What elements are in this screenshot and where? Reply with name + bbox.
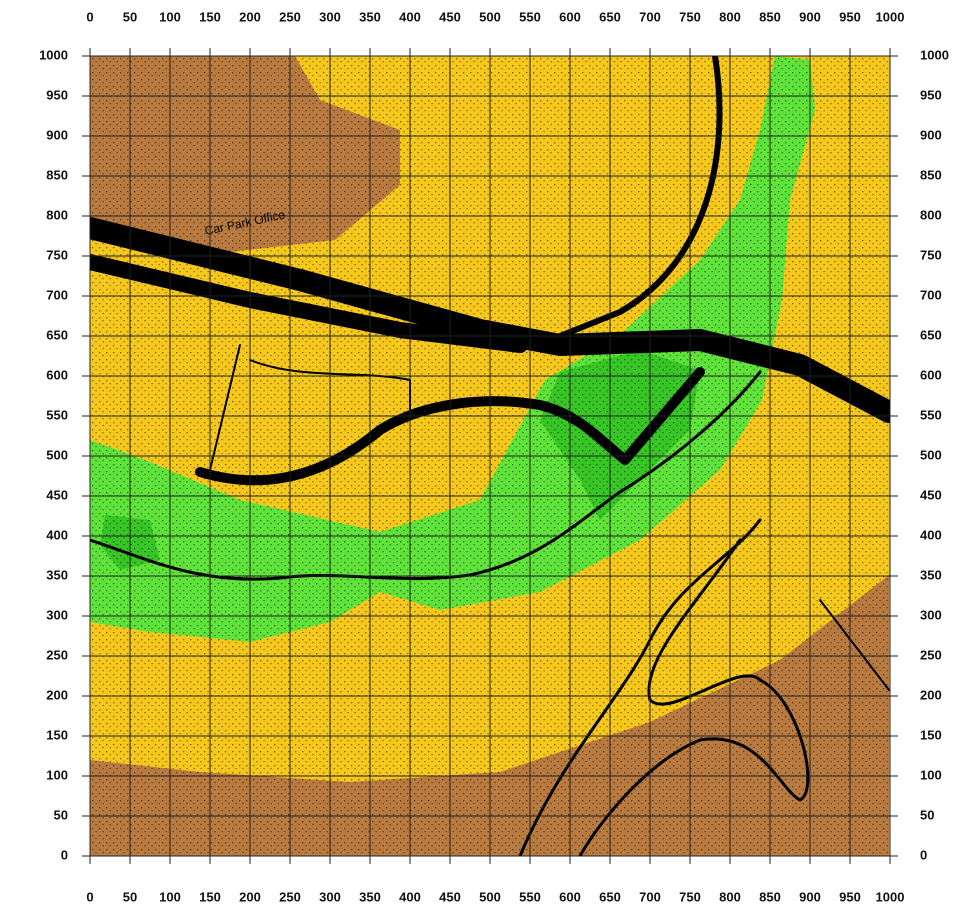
x-tick-label: 300 (319, 9, 341, 24)
x-tick-label: 400 (399, 9, 421, 24)
x-tick-label: 0 (86, 889, 93, 904)
y-tick-label: 900 (46, 127, 68, 142)
x-tick-label: 750 (679, 9, 701, 24)
x-tick-label: 50 (123, 889, 137, 904)
y-tick-label: 400 (46, 527, 68, 542)
y-tick-label: 800 (46, 207, 68, 222)
y-tick-label: 450 (920, 487, 942, 502)
x-tick-label: 600 (559, 889, 581, 904)
x-tick-label: 850 (759, 889, 781, 904)
x-tick-label: 350 (359, 9, 381, 24)
y-tick-label: 150 (46, 727, 68, 742)
y-tick-label: 0 (61, 847, 68, 862)
x-tick-label: 300 (319, 889, 341, 904)
y-tick-label: 700 (46, 287, 68, 302)
x-tick-label: 500 (479, 889, 501, 904)
x-tick-label: 100 (159, 889, 181, 904)
y-tick-label: 550 (920, 407, 942, 422)
y-tick-label: 800 (920, 207, 942, 222)
x-tick-label: 950 (839, 889, 861, 904)
x-tick-label: 850 (759, 9, 781, 24)
y-tick-label: 100 (920, 767, 942, 782)
y-tick-label: 450 (46, 487, 68, 502)
y-tick-label: 650 (46, 327, 68, 342)
x-tick-label: 250 (279, 9, 301, 24)
y-tick-label: 250 (46, 647, 68, 662)
x-tick-label: 1000 (876, 889, 905, 904)
y-tick-label: 750 (920, 247, 942, 262)
x-tick-label: 700 (639, 9, 661, 24)
y-tick-label: 550 (46, 407, 68, 422)
y-tick-label: 0 (920, 847, 927, 862)
y-tick-label: 950 (46, 87, 68, 102)
y-tick-label: 250 (920, 647, 942, 662)
y-tick-label: 650 (920, 327, 942, 342)
y-tick-label: 200 (46, 687, 68, 702)
y-tick-label: 600 (920, 367, 942, 382)
y-tick-label: 400 (920, 527, 942, 542)
x-tick-label: 650 (599, 9, 621, 24)
y-tick-label: 850 (46, 167, 68, 182)
y-tick-label: 700 (920, 287, 942, 302)
y-tick-label: 750 (46, 247, 68, 262)
y-tick-label: 850 (920, 167, 942, 182)
x-tick-label: 800 (719, 889, 741, 904)
y-tick-label: 100 (46, 767, 68, 782)
map: Car Park Office 005050100100150150200200… (0, 0, 965, 913)
x-tick-label: 800 (719, 9, 741, 24)
x-tick-label: 250 (279, 889, 301, 904)
y-tick-label: 150 (920, 727, 942, 742)
y-tick-label: 500 (920, 447, 942, 462)
x-tick-label: 400 (399, 889, 421, 904)
x-tick-label: 700 (639, 889, 661, 904)
x-tick-label: 150 (199, 9, 221, 24)
x-tick-label: 950 (839, 9, 861, 24)
x-tick-label: 900 (799, 889, 821, 904)
x-tick-label: 650 (599, 889, 621, 904)
x-tick-label: 1000 (876, 9, 905, 24)
y-tick-label: 950 (920, 87, 942, 102)
y-tick-label: 50 (920, 807, 934, 822)
x-tick-label: 0 (86, 9, 93, 24)
y-tick-label: 900 (920, 127, 942, 142)
x-tick-label: 450 (439, 889, 461, 904)
y-tick-label: 300 (46, 607, 68, 622)
x-tick-label: 550 (519, 889, 541, 904)
y-tick-label: 300 (920, 607, 942, 622)
y-tick-label: 500 (46, 447, 68, 462)
x-tick-label: 500 (479, 9, 501, 24)
x-tick-label: 200 (239, 9, 261, 24)
x-tick-label: 150 (199, 889, 221, 904)
x-tick-label: 350 (359, 889, 381, 904)
x-tick-label: 450 (439, 9, 461, 24)
y-tick-label: 50 (54, 807, 68, 822)
x-tick-label: 550 (519, 9, 541, 24)
x-tick-label: 50 (123, 9, 137, 24)
x-tick-label: 750 (679, 889, 701, 904)
y-tick-label: 600 (46, 367, 68, 382)
x-tick-label: 100 (159, 9, 181, 24)
x-tick-label: 200 (239, 889, 261, 904)
y-tick-label: 200 (920, 687, 942, 702)
x-tick-label: 600 (559, 9, 581, 24)
y-tick-label: 350 (46, 567, 68, 582)
x-tick-label: 900 (799, 9, 821, 24)
y-tick-label: 1000 (920, 47, 949, 62)
y-tick-label: 1000 (39, 47, 68, 62)
y-tick-label: 350 (920, 567, 942, 582)
